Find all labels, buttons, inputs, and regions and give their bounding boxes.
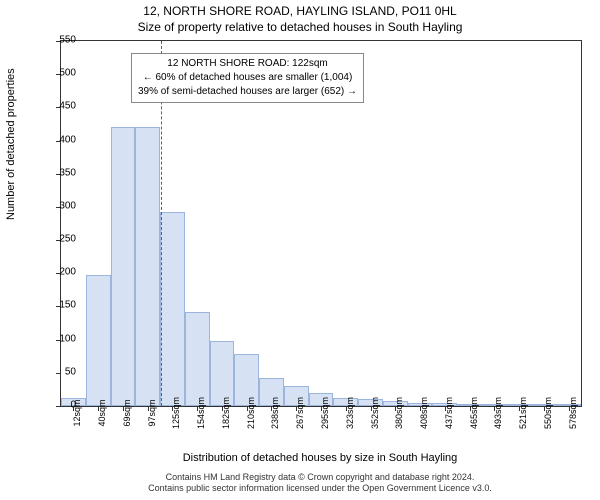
xtick-label: 550sqm <box>543 397 553 429</box>
xtick-label: 40sqm <box>97 399 107 426</box>
ytick-label: 450 <box>46 101 76 112</box>
credit-line-1: Contains HM Land Registry data © Crown c… <box>60 472 580 484</box>
info-box-line: 39% of semi-detached houses are larger (… <box>138 85 357 99</box>
xtick-label: 12sqm <box>72 399 82 426</box>
info-box: 12 NORTH SHORE ROAD: 122sqm← 60% of deta… <box>131 53 364 103</box>
xtick-label: 125sqm <box>171 397 181 429</box>
histogram-bar <box>111 127 136 406</box>
chart-plot-area: 12 NORTH SHORE ROAD: 122sqm← 60% of deta… <box>60 40 582 407</box>
ytick-label: 200 <box>46 267 76 278</box>
ytick-label: 50 <box>46 366 76 377</box>
ytick-label: 150 <box>46 300 76 311</box>
x-axis-label: Distribution of detached houses by size … <box>60 452 580 464</box>
ytick-label: 100 <box>46 333 76 344</box>
histogram-bar <box>135 127 160 406</box>
xtick-label: 210sqm <box>246 397 256 429</box>
ytick-label: 250 <box>46 234 76 245</box>
ytick-label: 400 <box>46 134 76 145</box>
ytick-label: 350 <box>46 167 76 178</box>
xtick-label: 493sqm <box>493 397 503 429</box>
xtick-label: 323sqm <box>345 397 355 429</box>
chart-title-line1: 12, NORTH SHORE ROAD, HAYLING ISLAND, PO… <box>0 4 600 18</box>
credits: Contains HM Land Registry data © Crown c… <box>60 472 580 495</box>
xtick-label: 267sqm <box>295 397 305 429</box>
xtick-label: 521sqm <box>518 397 528 429</box>
xtick-label: 437sqm <box>444 397 454 429</box>
credit-line-2: Contains public sector information licen… <box>60 483 580 495</box>
xtick-label: 465sqm <box>469 397 479 429</box>
xtick-label: 578sqm <box>568 397 578 429</box>
histogram-bar <box>185 312 210 406</box>
xtick-label: 380sqm <box>394 397 404 429</box>
chart-title-line2: Size of property relative to detached ho… <box>0 20 600 34</box>
y-axis-label: Number of detached properties <box>5 68 17 220</box>
info-box-line: 12 NORTH SHORE ROAD: 122sqm <box>138 57 357 71</box>
xtick-label: 154sqm <box>196 397 206 429</box>
ytick-label: 550 <box>46 35 76 46</box>
histogram-bar <box>160 212 185 406</box>
xtick-label: 97sqm <box>147 399 157 426</box>
histogram-bar <box>86 275 111 406</box>
info-box-line: ← 60% of detached houses are smaller (1,… <box>138 71 357 85</box>
ytick-label: 300 <box>46 200 76 211</box>
xtick-label: 238sqm <box>270 397 280 429</box>
xtick-label: 69sqm <box>122 399 132 426</box>
xtick-label: 295sqm <box>320 397 330 429</box>
xtick-label: 352sqm <box>370 397 380 429</box>
ytick-label: 500 <box>46 68 76 79</box>
xtick-label: 182sqm <box>221 397 231 429</box>
xtick-label: 408sqm <box>419 397 429 429</box>
